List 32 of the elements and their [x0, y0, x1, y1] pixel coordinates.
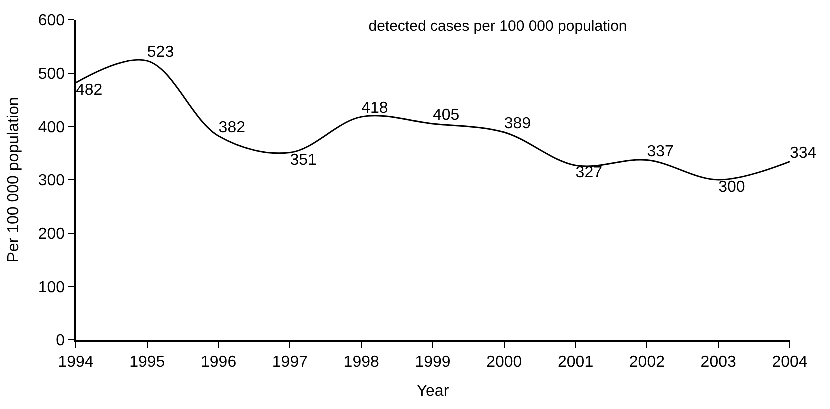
data-label: 405 [433, 107, 460, 124]
data-label: 523 [147, 44, 174, 62]
x-tick-label: 1995 [130, 354, 166, 371]
x-tick-label: 2001 [558, 354, 594, 371]
data-label: 351 [290, 152, 317, 169]
y-tick-label: 400 [38, 119, 66, 136]
y-tick-label: 300 [38, 172, 66, 190]
x-tick-label: 2002 [629, 354, 666, 371]
data-label: 334 [790, 144, 817, 162]
y-tick-label: 600 [38, 12, 66, 30]
x-axis-title: Year [416, 383, 450, 400]
x-tick-label: 1998 [344, 354, 380, 371]
x-tick-label: 2003 [700, 354, 736, 371]
y-tick-label: 100 [38, 279, 66, 296]
data-label: 418 [362, 100, 388, 118]
x-tick-label: 1994 [58, 354, 94, 371]
y-axis-title: Per 100 000 population [6, 97, 23, 263]
data-label: 382 [218, 119, 246, 136]
data-label: 389 [504, 116, 532, 133]
x-tick-label: 1997 [272, 354, 308, 371]
y-tick-label: 0 [56, 332, 66, 350]
data-label: 337 [647, 143, 674, 160]
data-label: 327 [576, 164, 603, 182]
y-tick-label: 500 [38, 66, 66, 83]
data-label: 300 [718, 179, 746, 196]
x-tick-label: 2004 [772, 354, 808, 371]
x-tick-label: 1996 [201, 354, 237, 371]
y-tick-label: 200 [38, 226, 66, 243]
x-tick-label: 1999 [415, 354, 451, 371]
chart-title: detected cases per 100 000 population [368, 18, 628, 35]
data-label: 482 [76, 82, 103, 99]
x-tick-label: 2000 [486, 354, 522, 371]
